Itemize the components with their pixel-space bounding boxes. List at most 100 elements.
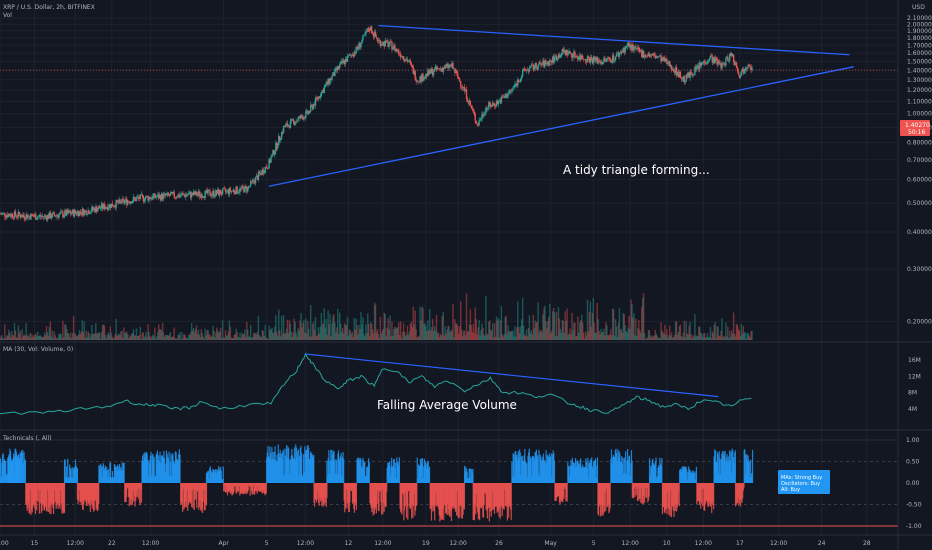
technicals-bar bbox=[343, 458, 345, 483]
volume-bar bbox=[724, 336, 726, 340]
candle-body bbox=[182, 193, 184, 195]
volume-bar bbox=[661, 330, 663, 340]
technicals-bar bbox=[325, 483, 327, 507]
technicals-bar bbox=[603, 483, 605, 506]
candle-body bbox=[729, 53, 731, 61]
price-tick-label: 0.70000 bbox=[907, 157, 932, 164]
candle-body bbox=[204, 190, 206, 198]
technicals-bar bbox=[303, 471, 305, 483]
technicals-bar bbox=[439, 483, 441, 522]
technicals-bar bbox=[502, 483, 505, 509]
volume-bar bbox=[429, 308, 431, 340]
symbol-legend[interactable]: XRP / U.S. Dollar, 2h, BITFINEX bbox=[3, 4, 95, 11]
candle-body bbox=[599, 61, 601, 64]
candle-body bbox=[60, 211, 62, 213]
ma-trendline[interactable] bbox=[305, 353, 719, 398]
volume-bar bbox=[63, 337, 65, 340]
volume-bar bbox=[524, 335, 527, 340]
technicals-bar bbox=[440, 483, 442, 520]
volume-bar bbox=[6, 335, 8, 340]
candle-body bbox=[207, 189, 209, 194]
lower-trendline[interactable] bbox=[268, 66, 855, 187]
technicals-bar bbox=[717, 473, 720, 483]
technicals-bar bbox=[467, 478, 470, 483]
technicals-bar bbox=[500, 483, 502, 508]
volume-bar bbox=[78, 330, 81, 340]
volume-bar bbox=[108, 335, 111, 340]
technicals-bar bbox=[44, 483, 46, 508]
technicals-bar bbox=[0, 476, 2, 483]
technicals-bar bbox=[690, 470, 692, 483]
technicals-bar bbox=[645, 483, 647, 498]
candle-body bbox=[84, 210, 86, 211]
candle-body bbox=[72, 209, 75, 217]
volume-bar bbox=[53, 331, 55, 340]
volume-bar bbox=[503, 334, 505, 340]
technicals-bar bbox=[554, 483, 557, 502]
technicals-bar bbox=[108, 469, 110, 483]
volume-bar bbox=[305, 318, 307, 340]
technicals-bar bbox=[548, 457, 550, 483]
candle-body bbox=[333, 72, 335, 77]
price-trendlines[interactable] bbox=[0, 24, 898, 187]
candle-body bbox=[701, 63, 704, 64]
technicals-bar bbox=[715, 462, 717, 483]
technicals-bar bbox=[419, 458, 422, 483]
candle-body bbox=[715, 57, 717, 59]
technicals-bar bbox=[157, 460, 159, 483]
candle-body bbox=[388, 44, 390, 47]
triangle-annotation[interactable]: A tidy triangle forming... bbox=[563, 163, 710, 177]
volume-bar bbox=[41, 337, 44, 340]
technicals-bar bbox=[246, 483, 248, 492]
candle-body bbox=[602, 62, 604, 65]
technicals-bar bbox=[436, 483, 438, 507]
technicals-bar bbox=[138, 483, 141, 504]
technicals-bar bbox=[614, 456, 616, 483]
upper-trendline[interactable] bbox=[378, 24, 850, 56]
ma-legend[interactable]: MA (30, Vol: Volume, 0) bbox=[3, 346, 73, 353]
volume-bar bbox=[282, 315, 285, 340]
technicals-bar bbox=[288, 459, 290, 483]
candle-body bbox=[208, 189, 210, 191]
technicals-bar bbox=[105, 470, 107, 483]
technicals-bar bbox=[580, 458, 582, 483]
technicals-bar bbox=[511, 461, 513, 483]
technicals-bar bbox=[642, 483, 644, 503]
volume-bar bbox=[237, 336, 239, 340]
technicals-bar bbox=[534, 452, 536, 483]
candle-body bbox=[663, 57, 665, 61]
technicals-bar bbox=[45, 483, 48, 512]
grid bbox=[0, 0, 898, 535]
volume-legend[interactable]: Vol bbox=[3, 12, 12, 19]
technicals-bar bbox=[242, 483, 244, 495]
volume-annotation[interactable]: Falling Average Volume bbox=[377, 398, 517, 412]
candle-body bbox=[748, 64, 750, 67]
candle-body bbox=[352, 55, 354, 57]
price-tick-label: 1.30000 bbox=[907, 77, 932, 84]
volume-bar bbox=[124, 332, 126, 340]
technicals-bar bbox=[350, 483, 352, 492]
candle-body bbox=[554, 56, 557, 58]
technicals-bar bbox=[733, 463, 735, 483]
candle-body bbox=[168, 194, 171, 196]
candle-body bbox=[491, 103, 494, 107]
volume-bar bbox=[162, 332, 165, 340]
technicals-bar bbox=[305, 449, 307, 483]
volume-bar bbox=[367, 313, 369, 340]
candle-body bbox=[368, 28, 370, 31]
volume-bar bbox=[334, 322, 336, 340]
candle-body bbox=[117, 201, 119, 204]
candle-body bbox=[38, 215, 41, 217]
technicals-legend[interactable]: Technicals (, All) bbox=[2, 435, 52, 442]
volume-bar bbox=[416, 337, 418, 340]
technicals-bar bbox=[432, 483, 434, 507]
candle-body bbox=[717, 61, 719, 65]
volume-bar bbox=[485, 295, 487, 340]
candle-body bbox=[731, 53, 733, 57]
candle-body bbox=[120, 201, 122, 204]
candle-body bbox=[608, 57, 610, 59]
candle-body bbox=[369, 26, 372, 31]
volume-bar bbox=[580, 314, 583, 340]
candle-body bbox=[499, 100, 502, 104]
